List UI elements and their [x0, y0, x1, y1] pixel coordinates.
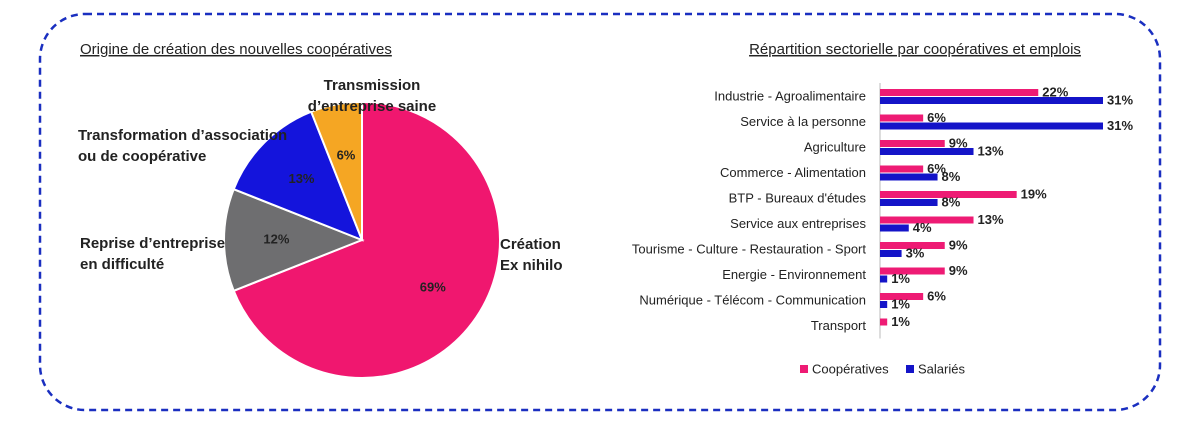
bar-value-label: 1%: [891, 296, 910, 311]
bar: [880, 114, 924, 122]
slice-category-label: Reprise d’entreprise: [80, 235, 225, 252]
pie-slice: [309, 100, 363, 241]
bar-value-label: 13%: [978, 143, 1004, 158]
bar: [880, 267, 945, 275]
category-label: Agriculture: [804, 139, 866, 154]
category-label: Numérique - Télécom - Communication: [639, 292, 866, 307]
bar: [880, 97, 1103, 104]
bar-value-label: 19%: [1021, 186, 1047, 201]
slice-value-label: 13%: [288, 171, 314, 186]
bar-value-label: 22%: [1042, 84, 1068, 99]
pie-slice: [232, 110, 364, 242]
bar: [880, 122, 1103, 130]
bar-value-label: 1%: [891, 314, 910, 329]
pie-slice: [223, 187, 365, 293]
bar-title: Répartition sectorielle par coopératives…: [749, 41, 1081, 58]
bar: [880, 224, 909, 232]
slice-value-label: 69%: [420, 280, 446, 295]
bar: [880, 250, 902, 257]
category-label: Service à la personne: [740, 114, 866, 129]
bar: [880, 275, 888, 283]
bar: [880, 173, 938, 181]
category-label: Industrie - Agroalimentaire: [714, 88, 866, 103]
bar: [880, 318, 888, 326]
bar: [880, 165, 924, 173]
bar: [880, 301, 888, 308]
bar-value-label: 13%: [978, 212, 1004, 227]
pie-slice: [232, 100, 501, 379]
bar: [880, 293, 924, 300]
dashed-frame: [38, 12, 1162, 412]
bar: [880, 148, 974, 155]
legend-swatch: [800, 365, 808, 373]
bar-value-label: 9%: [949, 263, 968, 278]
legend-label: Salariés: [918, 361, 965, 376]
category-label: Commerce - Alimentation: [720, 165, 866, 180]
bar-value-label: 6%: [927, 110, 946, 125]
slice-value-label: 6%: [337, 147, 356, 162]
bar: [880, 216, 974, 224]
bar-value-label: 8%: [942, 194, 961, 209]
category-label: Tourisme - Culture - Restauration - Spor…: [632, 241, 866, 256]
bar: [880, 140, 945, 147]
slice-category-label: en difficulté: [80, 256, 164, 273]
bar-value-label: 3%: [906, 245, 925, 260]
bar-value-label: 31%: [1107, 118, 1133, 133]
bar-value-label: 31%: [1107, 92, 1133, 107]
category-label: Transport: [811, 318, 867, 333]
slice-value-label: 12%: [263, 231, 289, 246]
slice-category-label: Création: [500, 236, 561, 253]
category-label: Energie - Environnement: [722, 267, 866, 282]
slice-category-label: Transmission: [324, 77, 421, 94]
bar-value-label: 4%: [913, 220, 932, 235]
bar: [880, 89, 1039, 96]
category-label: Service aux entreprises: [730, 216, 866, 231]
bar: [880, 242, 945, 249]
bar-value-label: 9%: [949, 237, 968, 252]
bar-value-label: 6%: [927, 161, 946, 176]
pie-title: Origine de création des nouvelles coopér…: [80, 41, 392, 58]
slice-category-label: ou de coopérative: [78, 148, 206, 165]
bar-value-label: 9%: [949, 135, 968, 150]
legend-label: Coopératives: [812, 361, 889, 376]
category-label: BTP - Bureaux d'études: [729, 190, 867, 205]
bar-value-label: 1%: [891, 271, 910, 286]
bar: [880, 199, 938, 206]
bar-value-label: 6%: [927, 288, 946, 303]
bar: [880, 191, 1017, 198]
legend-swatch: [906, 365, 914, 373]
slice-category-label: Ex nihilo: [500, 257, 563, 274]
slice-category-label: d’entreprise saine: [308, 98, 436, 115]
slice-category-label: Transformation d’association: [78, 127, 287, 144]
bar-value-label: 8%: [942, 169, 961, 184]
